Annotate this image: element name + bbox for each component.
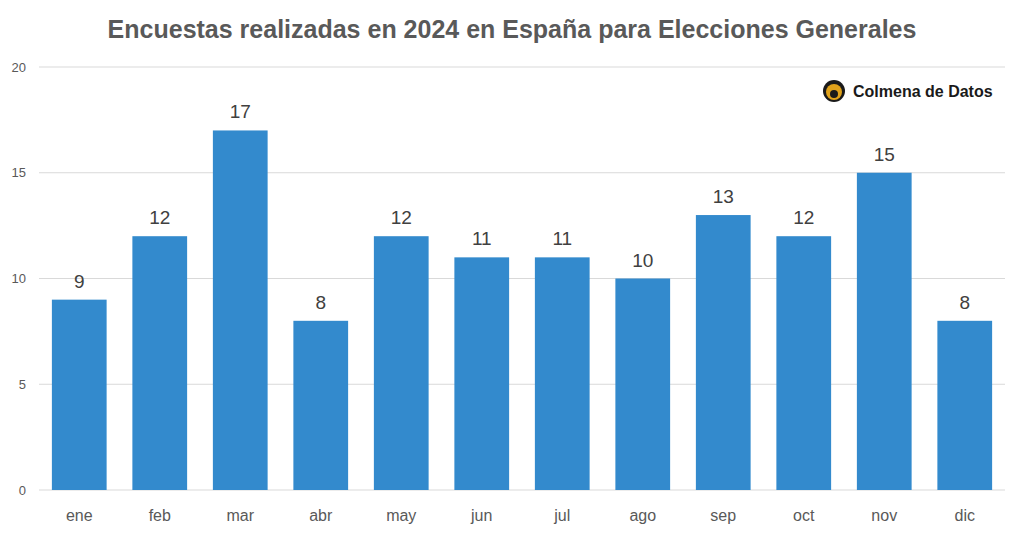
- background: [0, 0, 1024, 536]
- grid-line: [39, 67, 1005, 68]
- y-tick-label: 10: [12, 271, 26, 286]
- x-tick-label: sep: [710, 507, 736, 524]
- data-label: 13: [713, 186, 734, 207]
- bar: [696, 215, 751, 490]
- data-label: 17: [230, 101, 251, 122]
- bar: [374, 236, 429, 490]
- data-label: 11: [552, 228, 572, 249]
- watermark-icon: [823, 80, 845, 102]
- watermark-icon: [830, 90, 838, 98]
- x-tick-label: mar: [226, 507, 254, 524]
- title: Encuestas realizadas en 2024 en España p…: [108, 15, 917, 43]
- grid: [39, 67, 1005, 490]
- bar: [52, 300, 107, 490]
- data-label: 11: [472, 228, 492, 249]
- data-label: 12: [149, 207, 170, 228]
- bar: [454, 257, 509, 490]
- x-tick-label: oct: [793, 507, 815, 524]
- x-tick-label: may: [386, 507, 416, 524]
- x-tick-label: feb: [149, 507, 171, 524]
- x-tick-label: ago: [629, 507, 656, 524]
- bar: [857, 173, 912, 490]
- bar: [615, 279, 670, 491]
- x-tick-label: jun: [470, 507, 492, 524]
- chart-container: Encuestas realizadas en 2024 en España p…: [0, 0, 1024, 536]
- data-label: 15: [874, 144, 895, 165]
- watermark: Colmena de Datos: [823, 80, 993, 102]
- x-tick-label: ene: [66, 507, 93, 524]
- data-label: 12: [793, 207, 814, 228]
- x-tick-label: abr: [309, 507, 333, 524]
- bar: [213, 130, 268, 490]
- y-tick-label: 0: [19, 483, 26, 498]
- bars: [52, 130, 992, 490]
- data-label: 8: [959, 292, 970, 313]
- annotation: Colmena de Datos: [853, 83, 993, 100]
- watermark-icon: [826, 84, 842, 100]
- bar: [776, 236, 831, 490]
- x-tick-label: nov: [871, 507, 897, 524]
- chart: Encuestas realizadas en 2024 en España p…: [0, 0, 1024, 536]
- y-tick-label: 5: [19, 377, 26, 392]
- y-tick-label: 15: [12, 165, 26, 180]
- data-label: 9: [74, 271, 85, 292]
- data-label: 12: [391, 207, 412, 228]
- bar: [937, 321, 992, 490]
- bar: [293, 321, 348, 490]
- x-tick-label: dic: [955, 507, 975, 524]
- data-label: 8: [315, 292, 326, 313]
- data-label: 10: [632, 250, 653, 271]
- y-tick-label: 20: [12, 60, 26, 75]
- bar: [535, 257, 590, 490]
- x-tick-label: jul: [553, 507, 570, 524]
- bar: [132, 236, 187, 490]
